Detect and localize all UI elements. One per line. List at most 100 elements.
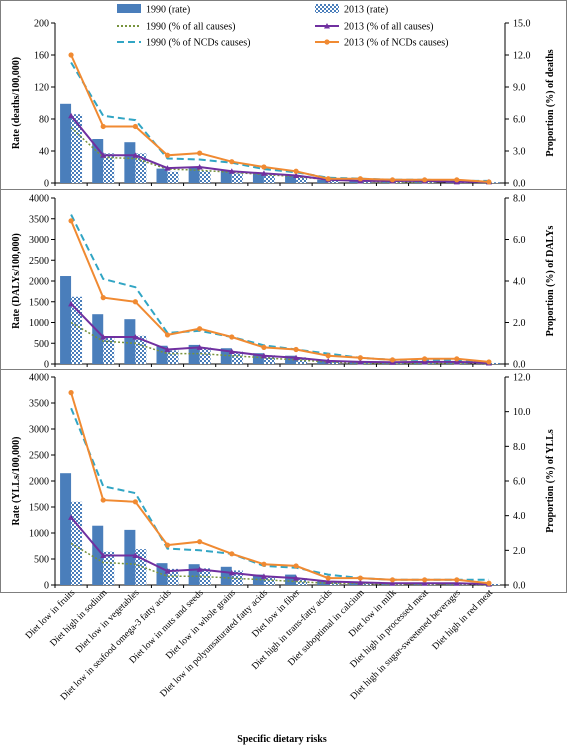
point-all-2013 xyxy=(228,348,235,355)
legend-marker xyxy=(324,39,330,45)
point-ncd-2013 xyxy=(132,499,138,505)
bar-2013-rate xyxy=(167,350,179,364)
bar-1990-rate xyxy=(124,529,136,585)
legend-1990-rate: 1990 (rate) xyxy=(117,4,190,16)
left-tick-label: 40 xyxy=(39,147,49,158)
point-all-2013 xyxy=(260,352,267,359)
point-all-2013 xyxy=(453,358,460,365)
right-tick-label: 8.0 xyxy=(513,442,526,453)
bar-1990-rate xyxy=(349,180,361,183)
bar-1990-rate xyxy=(124,319,136,364)
bar-1990-rate xyxy=(92,314,104,364)
point-all-2013 xyxy=(132,334,139,340)
right-tick-label: 6.0 xyxy=(513,115,526,126)
point-ncd-2013 xyxy=(325,353,331,359)
point-ncd-2013 xyxy=(164,542,171,548)
point-ncd-2013 xyxy=(325,176,331,182)
point-all-2013 xyxy=(196,344,203,350)
point-ncd-2013 xyxy=(261,561,267,567)
left-tick-label: 1500 xyxy=(29,503,49,514)
bar-1990-rate xyxy=(317,179,329,183)
left-tick-label: 2000 xyxy=(29,277,49,288)
bar-2013-rate xyxy=(263,175,275,183)
point-all-2013 xyxy=(100,152,107,158)
bar-1990-rate xyxy=(317,359,329,364)
bar-1990-rate xyxy=(252,173,264,183)
point-ncd-2013 xyxy=(100,295,106,301)
chart-legend: 1990 (rate) 2013 (rate) 1990 (% of all cau… xyxy=(117,4,448,49)
point-all-2013 xyxy=(357,579,364,585)
point-all-2013 xyxy=(293,354,300,361)
right-tick-label: 0.0 xyxy=(513,179,526,190)
right-tick-label: 2.0 xyxy=(513,546,526,557)
left-tick-label: 4000 xyxy=(29,373,49,384)
point-ncd-2013 xyxy=(197,326,203,332)
bar-1990-rate xyxy=(156,345,168,364)
bar-1990-rate xyxy=(285,574,297,585)
bar-2013-rate xyxy=(263,355,275,364)
point-ncd-2013 xyxy=(389,357,396,363)
line-ncd-1990 xyxy=(70,214,489,364)
bar-2013-rate xyxy=(103,336,115,364)
left-tick-label: 1000 xyxy=(29,529,49,540)
point-all-2013 xyxy=(421,358,428,365)
left-tick-label: 0 xyxy=(44,179,49,190)
left-tick-label: 3000 xyxy=(29,235,49,246)
point-all-2013 xyxy=(164,165,171,171)
legend-1990-ncd: 1990 (% of NCDs causes) xyxy=(117,38,250,49)
left-tick-label: 0 xyxy=(44,360,49,371)
bar-2013-rate xyxy=(488,362,500,364)
legend-2013-ncd: 2013 (% of NCDs causes) xyxy=(315,38,448,49)
chart-panels: 0 40 80 120 160 200 0.0 3.0 6.0 9.0 12.0 15.0 Rate (… xyxy=(0,0,567,593)
legend-2013-all: 2013 (% of all causes) xyxy=(315,22,433,33)
left-tick-label: 2500 xyxy=(29,451,49,462)
point-ncd-2013 xyxy=(454,177,460,183)
point-ncd-2013 xyxy=(422,177,428,183)
point-all-2013 xyxy=(164,568,171,574)
bar-2013-rate xyxy=(135,153,147,183)
right-tick-label: 0.0 xyxy=(513,581,526,592)
panel-frame xyxy=(0,189,567,370)
point-ncd-2013 xyxy=(325,575,331,581)
right-tick-label: 3.0 xyxy=(513,147,526,158)
bar-1990-rate xyxy=(60,473,72,585)
right-tick-label: 12.0 xyxy=(513,51,531,62)
bar-2013-rate xyxy=(135,549,147,585)
right-tick-label: 8.0 xyxy=(513,194,526,205)
bar-2013-rate xyxy=(103,153,115,183)
bar-2013-rate xyxy=(167,171,179,183)
x-category-label: Diet high in red meat xyxy=(431,588,495,652)
bar-2013-rate xyxy=(199,347,211,364)
point-ncd-2013 xyxy=(454,577,460,583)
point-all-2013 xyxy=(164,346,171,352)
bar-2013-rate xyxy=(360,582,372,585)
bar-2013-rate xyxy=(231,351,243,364)
point-all-2013 xyxy=(132,152,139,158)
right-tick-label: 6.0 xyxy=(513,477,526,488)
left-axis-title: Rate (DALYs/100,000) xyxy=(11,233,22,329)
point-ncd-2013 xyxy=(293,168,299,174)
bar-2013-rate xyxy=(424,361,436,364)
point-all-2013 xyxy=(68,300,75,307)
point-all-2013 xyxy=(260,573,267,579)
bar-2013-rate xyxy=(71,296,83,364)
left-tick-label: 120 xyxy=(34,83,49,94)
line-all-1990 xyxy=(70,126,489,183)
point-ncd-2013 xyxy=(261,344,267,350)
point-ncd-2013 xyxy=(68,218,74,224)
bar-1990-rate xyxy=(445,361,457,364)
point-all-2013 xyxy=(293,575,300,581)
legend-label: 1990 (% of all causes) xyxy=(146,22,235,33)
point-ncd-2013 xyxy=(164,332,171,338)
point-all-2013 xyxy=(228,168,235,174)
panel-dalys: 0 500 1000 1500 2000 2500 3000 3500 4000 0.0 2.0 4.… xyxy=(0,189,567,371)
point-ncd-2013 xyxy=(229,334,235,340)
point-ncd-2013 xyxy=(486,580,492,586)
point-ncd-2013 xyxy=(229,551,235,557)
point-all-2013 xyxy=(132,552,139,559)
line-ncd-2013 xyxy=(70,220,489,363)
panel-frame xyxy=(0,369,567,593)
panel-deaths: 0 40 80 120 160 200 0.0 3.0 6.0 9.0 12.0 15.0 Rate (… xyxy=(0,0,567,190)
bar-1990-rate xyxy=(317,580,329,585)
